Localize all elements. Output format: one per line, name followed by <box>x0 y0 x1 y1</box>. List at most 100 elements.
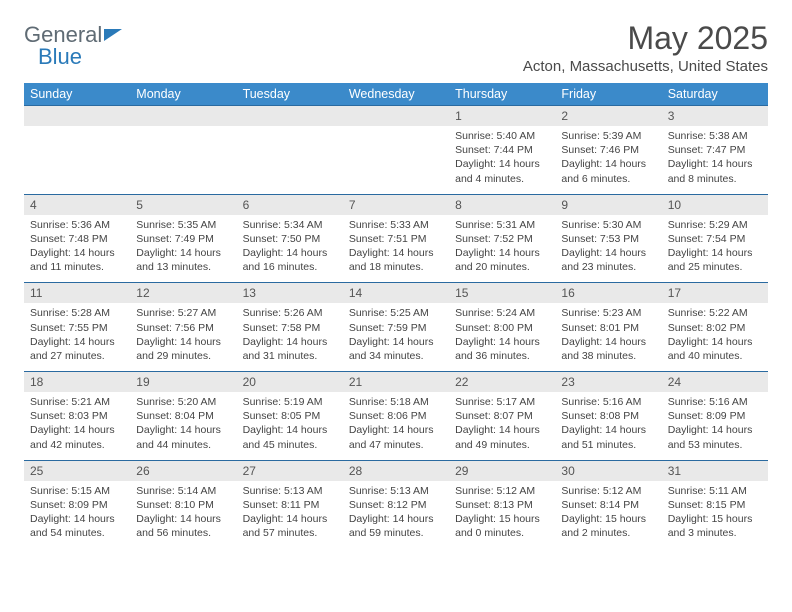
sunrise-text: Sunrise: 5:11 AM <box>668 484 762 498</box>
day-number-cell: 26 <box>130 460 236 481</box>
daylight-text: Daylight: 14 hours <box>455 246 549 260</box>
day-info-cell: Sunrise: 5:18 AMSunset: 8:06 PMDaylight:… <box>343 392 449 460</box>
day-info-cell <box>237 126 343 194</box>
daylight-text: Daylight: 14 hours <box>30 335 124 349</box>
sunrise-text: Sunrise: 5:28 AM <box>30 306 124 320</box>
daylight-text2: and 11 minutes. <box>30 260 124 274</box>
sunset-text: Sunset: 8:00 PM <box>455 321 549 335</box>
day-number-cell: 17 <box>662 283 768 304</box>
day-info-cell: Sunrise: 5:35 AMSunset: 7:49 PMDaylight:… <box>130 215 236 283</box>
day-info-cell <box>24 126 130 194</box>
day-header: Thursday <box>449 83 555 106</box>
day-number-cell: 19 <box>130 372 236 393</box>
day-header: Friday <box>555 83 661 106</box>
daylight-text2: and 36 minutes. <box>455 349 549 363</box>
sunrise-text: Sunrise: 5:13 AM <box>349 484 443 498</box>
sunrise-text: Sunrise: 5:17 AM <box>455 395 549 409</box>
daylight-text2: and 54 minutes. <box>30 526 124 540</box>
daylight-text: Daylight: 14 hours <box>243 423 337 437</box>
sunrise-text: Sunrise: 5:16 AM <box>668 395 762 409</box>
week-info-row: Sunrise: 5:21 AMSunset: 8:03 PMDaylight:… <box>24 392 768 460</box>
day-number-cell: 8 <box>449 194 555 215</box>
daylight-text: Daylight: 14 hours <box>349 335 443 349</box>
daylight-text2: and 16 minutes. <box>243 260 337 274</box>
sunrise-text: Sunrise: 5:27 AM <box>136 306 230 320</box>
daylight-text: Daylight: 14 hours <box>561 246 655 260</box>
day-number-cell: 6 <box>237 194 343 215</box>
day-info-cell: Sunrise: 5:28 AMSunset: 7:55 PMDaylight:… <box>24 303 130 371</box>
day-number-cell: 5 <box>130 194 236 215</box>
daylight-text: Daylight: 14 hours <box>668 157 762 171</box>
day-info-cell: Sunrise: 5:11 AMSunset: 8:15 PMDaylight:… <box>662 481 768 549</box>
daylight-text: Daylight: 14 hours <box>349 423 443 437</box>
daylight-text: Daylight: 14 hours <box>561 423 655 437</box>
day-number-cell: 12 <box>130 283 236 304</box>
day-info-cell: Sunrise: 5:38 AMSunset: 7:47 PMDaylight:… <box>662 126 768 194</box>
day-info-cell: Sunrise: 5:40 AMSunset: 7:44 PMDaylight:… <box>449 126 555 194</box>
sunrise-text: Sunrise: 5:23 AM <box>561 306 655 320</box>
title-area: May 2025 Acton, Massachusetts, United St… <box>523 20 768 75</box>
day-number-cell: 24 <box>662 372 768 393</box>
daylight-text: Daylight: 14 hours <box>136 512 230 526</box>
day-number-cell: 14 <box>343 283 449 304</box>
sunset-text: Sunset: 7:54 PM <box>668 232 762 246</box>
sunset-text: Sunset: 7:53 PM <box>561 232 655 246</box>
daylight-text2: and 3 minutes. <box>668 526 762 540</box>
day-number-cell: 13 <box>237 283 343 304</box>
day-info-cell: Sunrise: 5:30 AMSunset: 7:53 PMDaylight:… <box>555 215 661 283</box>
day-number-cell: 10 <box>662 194 768 215</box>
sunrise-text: Sunrise: 5:35 AM <box>136 218 230 232</box>
day-info-cell: Sunrise: 5:29 AMSunset: 7:54 PMDaylight:… <box>662 215 768 283</box>
sunset-text: Sunset: 7:58 PM <box>243 321 337 335</box>
sunrise-text: Sunrise: 5:13 AM <box>243 484 337 498</box>
day-header: Wednesday <box>343 83 449 106</box>
week-number-row: 11121314151617 <box>24 283 768 304</box>
day-number-cell: 30 <box>555 460 661 481</box>
day-number-cell <box>24 106 130 127</box>
week-info-row: Sunrise: 5:28 AMSunset: 7:55 PMDaylight:… <box>24 303 768 371</box>
sunrise-text: Sunrise: 5:24 AM <box>455 306 549 320</box>
day-number-cell: 7 <box>343 194 449 215</box>
page-header: General Blue May 2025 Acton, Massachuset… <box>24 20 768 75</box>
daylight-text: Daylight: 15 hours <box>668 512 762 526</box>
day-number-cell: 23 <box>555 372 661 393</box>
sunset-text: Sunset: 8:09 PM <box>668 409 762 423</box>
sunset-text: Sunset: 7:55 PM <box>30 321 124 335</box>
day-info-cell: Sunrise: 5:21 AMSunset: 8:03 PMDaylight:… <box>24 392 130 460</box>
sunset-text: Sunset: 7:46 PM <box>561 143 655 157</box>
sunrise-text: Sunrise: 5:12 AM <box>561 484 655 498</box>
daylight-text2: and 8 minutes. <box>668 172 762 186</box>
calendar-table: Sunday Monday Tuesday Wednesday Thursday… <box>24 83 768 548</box>
day-info-cell: Sunrise: 5:31 AMSunset: 7:52 PMDaylight:… <box>449 215 555 283</box>
day-info-cell: Sunrise: 5:22 AMSunset: 8:02 PMDaylight:… <box>662 303 768 371</box>
day-info-cell: Sunrise: 5:13 AMSunset: 8:11 PMDaylight:… <box>237 481 343 549</box>
day-header: Sunday <box>24 83 130 106</box>
daylight-text: Daylight: 14 hours <box>455 335 549 349</box>
daylight-text2: and 42 minutes. <box>30 438 124 452</box>
daylight-text2: and 47 minutes. <box>349 438 443 452</box>
sunset-text: Sunset: 7:59 PM <box>349 321 443 335</box>
day-info-cell <box>130 126 236 194</box>
day-info-cell: Sunrise: 5:36 AMSunset: 7:48 PMDaylight:… <box>24 215 130 283</box>
sunrise-text: Sunrise: 5:15 AM <box>30 484 124 498</box>
sunrise-text: Sunrise: 5:38 AM <box>668 129 762 143</box>
daylight-text: Daylight: 14 hours <box>668 423 762 437</box>
sunrise-text: Sunrise: 5:14 AM <box>136 484 230 498</box>
sunrise-text: Sunrise: 5:34 AM <box>243 218 337 232</box>
daylight-text2: and 13 minutes. <box>136 260 230 274</box>
daylight-text: Daylight: 15 hours <box>561 512 655 526</box>
daylight-text2: and 53 minutes. <box>668 438 762 452</box>
sunset-text: Sunset: 8:10 PM <box>136 498 230 512</box>
day-info-cell: Sunrise: 5:24 AMSunset: 8:00 PMDaylight:… <box>449 303 555 371</box>
sunrise-text: Sunrise: 5:36 AM <box>30 218 124 232</box>
daylight-text2: and 45 minutes. <box>243 438 337 452</box>
day-info-cell: Sunrise: 5:20 AMSunset: 8:04 PMDaylight:… <box>130 392 236 460</box>
daylight-text2: and 49 minutes. <box>455 438 549 452</box>
day-number-cell: 11 <box>24 283 130 304</box>
daylight-text: Daylight: 14 hours <box>455 423 549 437</box>
daylight-text: Daylight: 14 hours <box>561 157 655 171</box>
sunset-text: Sunset: 8:15 PM <box>668 498 762 512</box>
day-info-cell: Sunrise: 5:16 AMSunset: 8:09 PMDaylight:… <box>662 392 768 460</box>
daylight-text2: and 6 minutes. <box>561 172 655 186</box>
sunset-text: Sunset: 8:06 PM <box>349 409 443 423</box>
